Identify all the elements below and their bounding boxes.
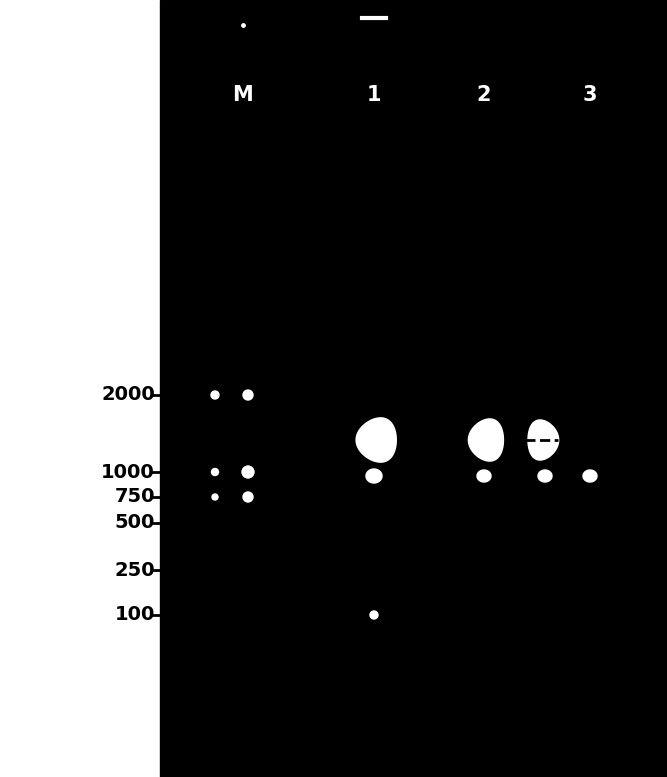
Text: 1000: 1000: [101, 462, 155, 482]
Circle shape: [370, 611, 378, 619]
Polygon shape: [356, 418, 396, 462]
Text: M: M: [233, 85, 253, 105]
Text: 2000: 2000: [101, 385, 155, 405]
Polygon shape: [538, 470, 552, 482]
Polygon shape: [366, 469, 382, 483]
Text: 2: 2: [477, 85, 492, 105]
Text: 750: 750: [115, 487, 155, 507]
Circle shape: [243, 492, 253, 502]
Polygon shape: [477, 470, 491, 482]
Circle shape: [242, 466, 254, 478]
Bar: [160, 0, 667, 777]
Circle shape: [211, 469, 219, 476]
Bar: [0, 0, 160, 777]
Circle shape: [211, 391, 219, 399]
Text: 3: 3: [583, 85, 597, 105]
Text: 1: 1: [367, 85, 382, 105]
Polygon shape: [528, 420, 559, 460]
Text: 500: 500: [115, 514, 155, 532]
Bar: [160, 0, 667, 777]
Circle shape: [243, 390, 253, 400]
Polygon shape: [583, 470, 597, 482]
Text: 250: 250: [114, 560, 155, 580]
Text: 100: 100: [115, 605, 155, 625]
Polygon shape: [468, 419, 504, 461]
Circle shape: [212, 494, 218, 500]
